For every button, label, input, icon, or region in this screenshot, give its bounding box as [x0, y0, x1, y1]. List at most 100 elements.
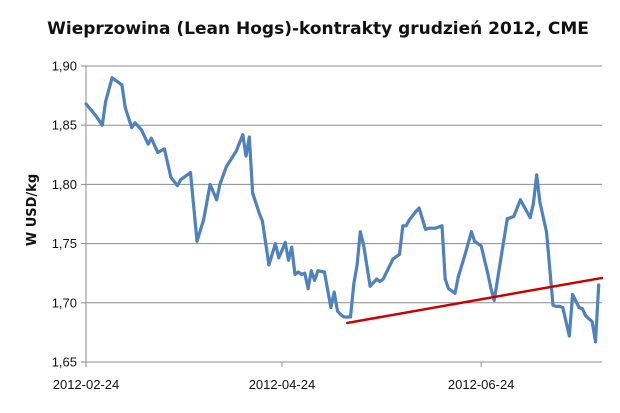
data-point — [486, 271, 490, 275]
data-point — [300, 272, 303, 276]
data-point — [362, 243, 366, 247]
data-point — [140, 128, 143, 132]
data-point — [146, 142, 150, 146]
data-point — [104, 100, 108, 103]
data-point — [195, 239, 199, 243]
data-point — [123, 105, 127, 109]
data-point — [381, 277, 385, 281]
data-point — [336, 309, 339, 313]
data-point — [378, 280, 382, 283]
data-point — [290, 245, 294, 249]
data-point — [554, 304, 558, 308]
data-point — [590, 320, 594, 324]
data-point — [280, 249, 284, 253]
data-point — [456, 275, 460, 279]
data-point — [224, 165, 228, 169]
data-point — [94, 114, 98, 118]
data-point — [175, 184, 179, 188]
data-point — [329, 306, 333, 309]
data-point — [473, 239, 477, 243]
data-point — [414, 210, 418, 214]
data-point — [133, 121, 137, 125]
data-point — [443, 277, 447, 281]
data-point — [440, 224, 444, 228]
x-tick-label: 2012-06-24 — [448, 377, 515, 392]
data-point — [492, 298, 496, 302]
data-point — [244, 154, 248, 158]
data-point — [469, 230, 473, 234]
y-tick-label: 1,70 — [52, 295, 77, 310]
data-point — [505, 217, 509, 221]
data-point — [296, 270, 300, 274]
gridlines — [86, 65, 602, 304]
data-point — [267, 263, 271, 267]
data-point — [332, 290, 336, 294]
data-point — [234, 149, 238, 153]
data-point — [463, 253, 467, 257]
data-point — [162, 147, 166, 151]
data-point — [417, 206, 421, 210]
data-point — [293, 272, 297, 276]
y-tick-label: 1,80 — [52, 177, 77, 192]
y-axis-label: W USD/kg — [25, 174, 40, 246]
data-point — [100, 123, 104, 127]
data-point — [110, 76, 114, 80]
data-point — [247, 135, 251, 139]
data-point — [528, 216, 532, 220]
data-point — [342, 315, 346, 319]
data-point — [277, 256, 281, 260]
x-axis-ticks: 2012-02-24 2012-04-24 2012-06-24 — [53, 362, 515, 392]
data-point — [322, 270, 326, 274]
data-point — [260, 219, 264, 223]
data-point — [594, 340, 597, 344]
data-point — [584, 314, 588, 318]
annotation-layer — [346, 276, 604, 325]
data-point — [512, 214, 516, 218]
data-point — [313, 278, 317, 282]
data-point — [522, 204, 526, 208]
data-point — [551, 303, 555, 307]
data-point — [567, 334, 571, 338]
data-point — [375, 277, 379, 281]
data-point — [447, 287, 450, 291]
data-point — [509, 216, 513, 220]
data-point — [404, 224, 408, 228]
data-point — [339, 313, 343, 317]
data-point — [518, 198, 522, 202]
data-point — [179, 178, 183, 182]
data-point — [580, 307, 584, 311]
data-point — [489, 287, 493, 291]
data-point — [303, 271, 307, 275]
data-point — [499, 257, 503, 261]
data-point — [424, 227, 428, 231]
data-point — [130, 126, 134, 130]
y-tick-label: 1,90 — [52, 59, 77, 74]
data-point — [257, 211, 261, 215]
data-point — [143, 135, 147, 139]
data-point — [571, 293, 575, 296]
data-point — [283, 240, 287, 244]
data-point — [218, 182, 222, 186]
data-point — [273, 242, 277, 246]
series-line — [84, 76, 601, 344]
y-tick-label: 1,65 — [52, 355, 77, 370]
data-point — [352, 282, 356, 286]
data-point — [433, 226, 437, 230]
data-point — [202, 218, 206, 222]
data-point — [287, 258, 290, 262]
data-point — [398, 252, 401, 256]
data-point — [149, 136, 153, 140]
data-point — [597, 283, 601, 287]
data-point — [215, 198, 219, 202]
data-point — [427, 226, 431, 230]
data-point — [535, 173, 539, 177]
data-point — [479, 244, 483, 248]
data-point — [538, 200, 542, 204]
y-tick-label: 1,75 — [52, 236, 77, 251]
axes — [85, 66, 602, 363]
y-axis-ticks: 1,65 1,70 1,75 1,80 1,85 1,90 — [52, 59, 86, 370]
data-point — [407, 218, 411, 222]
data-point — [169, 175, 173, 179]
data-point — [561, 306, 565, 309]
data-point — [306, 287, 310, 291]
